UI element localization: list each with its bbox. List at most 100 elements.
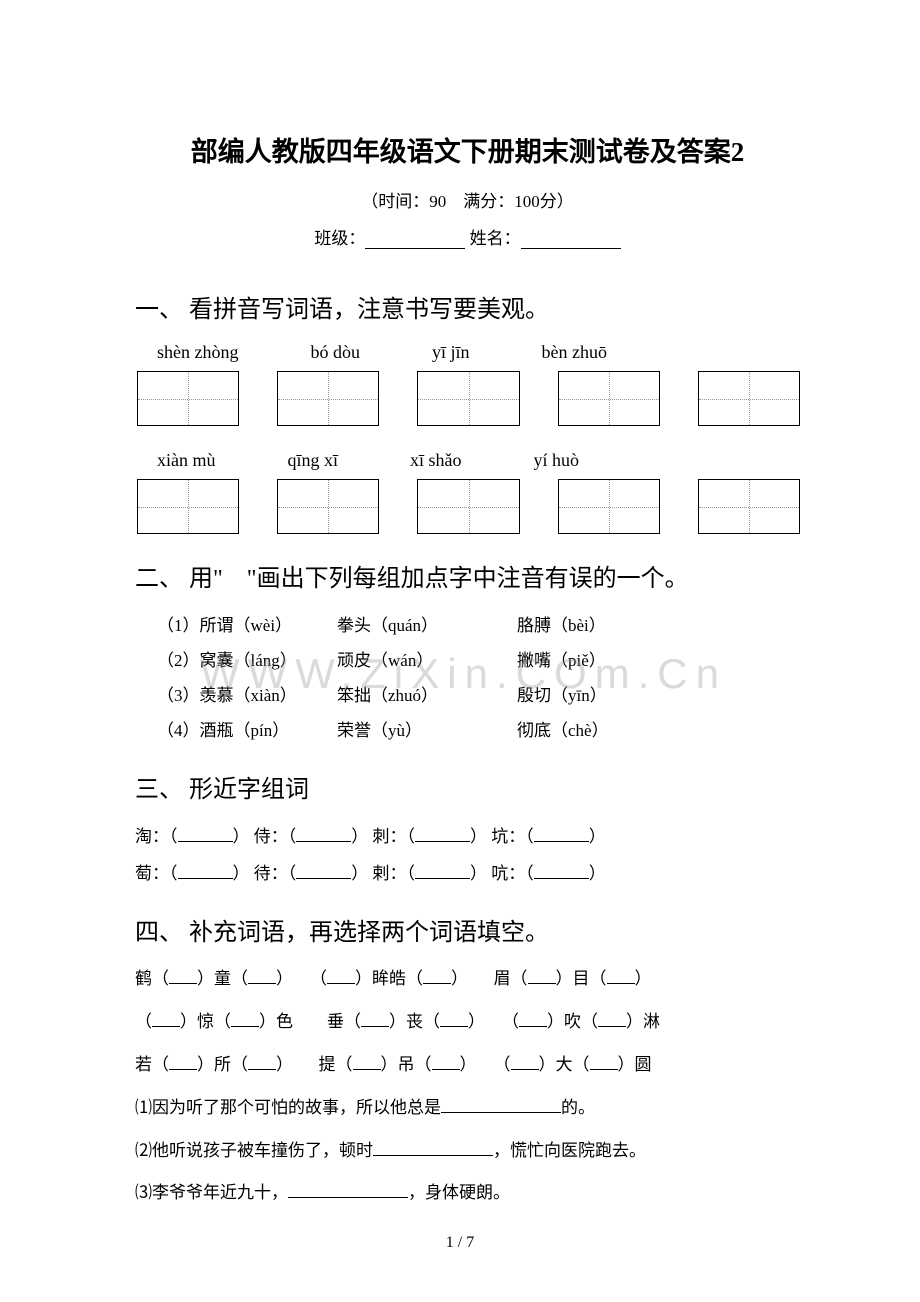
- q-item: 殷切（yīn）: [517, 681, 697, 706]
- text: ）眸皓（: [355, 969, 423, 988]
- blank[interactable]: [441, 1112, 561, 1113]
- pinyin-row-1: shèn zhòng bó dòu yī jīn bèn zhuō: [135, 342, 800, 363]
- pinyin-item: xiàn mù: [157, 450, 216, 471]
- blank[interactable]: [361, 1026, 389, 1027]
- text: ⑵他听说孩子被车撞伤了，顿时: [135, 1141, 373, 1160]
- subtitle: （时间：90 满分：100分）: [135, 187, 800, 212]
- blank[interactable]: [248, 983, 276, 984]
- char-box[interactable]: [417, 371, 519, 426]
- blank[interactable]: [534, 841, 589, 842]
- char-box[interactable]: [137, 479, 239, 534]
- q-item: （1）所谓（wèi）: [157, 611, 337, 636]
- q-item: 笨拙（zhuó）: [337, 681, 517, 706]
- name-label: 姓名：: [470, 229, 521, 248]
- name-blank[interactable]: [521, 232, 621, 249]
- blank[interactable]: [598, 1026, 626, 1027]
- blank[interactable]: [415, 878, 470, 879]
- blank[interactable]: [353, 1069, 381, 1070]
- text: ）大（: [539, 1055, 590, 1074]
- text: 萄：（: [135, 864, 178, 883]
- class-blank[interactable]: [365, 232, 465, 249]
- text: ）: [635, 969, 652, 988]
- pinyin-item: bèn zhuō: [542, 342, 607, 363]
- pinyin-item: qīng xī: [288, 450, 339, 471]
- char-box[interactable]: [558, 479, 660, 534]
- text: ⑶李爷爷年近九十，: [135, 1183, 288, 1202]
- char-box[interactable]: [137, 371, 239, 426]
- text: ）吹（: [547, 1012, 598, 1031]
- blank[interactable]: [327, 983, 355, 984]
- class-label: 班级：: [314, 229, 365, 248]
- char-box[interactable]: [417, 479, 519, 534]
- sec4-q3: ⑶李爷爷年近九十， ，身体硬朗。: [135, 1179, 800, 1208]
- text: ）目（: [556, 969, 607, 988]
- pinyin-item: yí huò: [534, 450, 580, 471]
- text: ，慌忙向医院跑去。: [493, 1141, 646, 1160]
- blank[interactable]: [432, 1069, 460, 1070]
- text: 若（: [135, 1055, 169, 1074]
- blank[interactable]: [415, 841, 470, 842]
- blank[interactable]: [248, 1069, 276, 1070]
- text: ）童（: [197, 969, 248, 988]
- blank[interactable]: [296, 878, 351, 879]
- text: ） 侍：（: [233, 827, 297, 846]
- pinyin-item: xī shǎo: [410, 450, 462, 471]
- q-item: 胳膊（bèi）: [517, 611, 697, 636]
- text: ） 待：（: [233, 864, 297, 883]
- blank[interactable]: [178, 841, 233, 842]
- char-box[interactable]: [277, 479, 379, 534]
- text: ） 提（: [276, 1055, 353, 1074]
- blank[interactable]: [519, 1026, 547, 1027]
- q-item: 荣誉（yù）: [337, 716, 517, 741]
- text: 的。: [561, 1098, 595, 1117]
- sec3-line-1: 淘：（） 侍：（） 刺：（） 坑：（）: [135, 822, 800, 847]
- blank[interactable]: [169, 983, 197, 984]
- blank[interactable]: [590, 1069, 618, 1070]
- blank[interactable]: [423, 983, 451, 984]
- sec4-line-2: （）惊（）色 垂（）丧（） （）吹（）淋: [135, 1008, 800, 1037]
- text: ，身体硬朗。: [408, 1183, 510, 1202]
- blank[interactable]: [607, 983, 635, 984]
- text: ）丧（: [389, 1012, 440, 1031]
- blank[interactable]: [373, 1155, 493, 1156]
- box-row-2: [135, 479, 800, 534]
- text: ）吊（: [381, 1055, 432, 1074]
- pinyin-item: shèn zhòng: [157, 342, 238, 363]
- section4-header: 四、 补充词语，再选择两个词语填空。: [135, 912, 800, 947]
- text: ）淋: [626, 1012, 660, 1031]
- pinyin-item: yī jīn: [432, 342, 470, 363]
- table-row: （4）酒瓶（pín） 荣誉（yù） 彻底（chè）: [135, 716, 800, 741]
- text: ）: [589, 827, 606, 846]
- text: ） 剌：（: [351, 864, 415, 883]
- char-box[interactable]: [698, 371, 800, 426]
- q-item: 撇嘴（piě）: [517, 646, 697, 671]
- text: ）所（: [197, 1055, 248, 1074]
- blank[interactable]: [440, 1026, 468, 1027]
- table-row: （2）窝囊（láng） 顽皮（wán） 撇嘴（piě）: [135, 646, 800, 671]
- q-item: （3）羡慕（xiàn）: [157, 681, 337, 706]
- sec4-line-1: 鹤（）童（） （）眸皓（） 眉（）目（）: [135, 965, 800, 994]
- pinyin-row-2: xiàn mù qīng xī xī shǎo yí huò: [135, 450, 800, 471]
- blank[interactable]: [528, 983, 556, 984]
- q-item: 顽皮（wán）: [337, 646, 517, 671]
- q-item: 彻底（chè）: [517, 716, 697, 741]
- blank[interactable]: [534, 878, 589, 879]
- q-item: （2）窝囊（láng）: [157, 646, 337, 671]
- blank[interactable]: [152, 1026, 180, 1027]
- text: ） 坑：（: [470, 827, 534, 846]
- blank[interactable]: [511, 1069, 539, 1070]
- char-box[interactable]: [698, 479, 800, 534]
- char-box[interactable]: [277, 371, 379, 426]
- blank[interactable]: [178, 878, 233, 879]
- text: ⑴因为听了那个可怕的故事，所以他总是: [135, 1098, 441, 1117]
- blank[interactable]: [231, 1026, 259, 1027]
- blank[interactable]: [288, 1197, 408, 1198]
- sec4-q1: ⑴因为听了那个可怕的故事，所以他总是 的。: [135, 1094, 800, 1123]
- section3-header: 三、 形近字组词: [135, 769, 800, 804]
- sec4-line-3: 若（）所（） 提（）吊（） （）大（）圆: [135, 1051, 800, 1080]
- blank[interactable]: [169, 1069, 197, 1070]
- text: 鹤（: [135, 969, 169, 988]
- blank[interactable]: [296, 841, 351, 842]
- char-box[interactable]: [558, 371, 660, 426]
- text: ）惊（: [180, 1012, 231, 1031]
